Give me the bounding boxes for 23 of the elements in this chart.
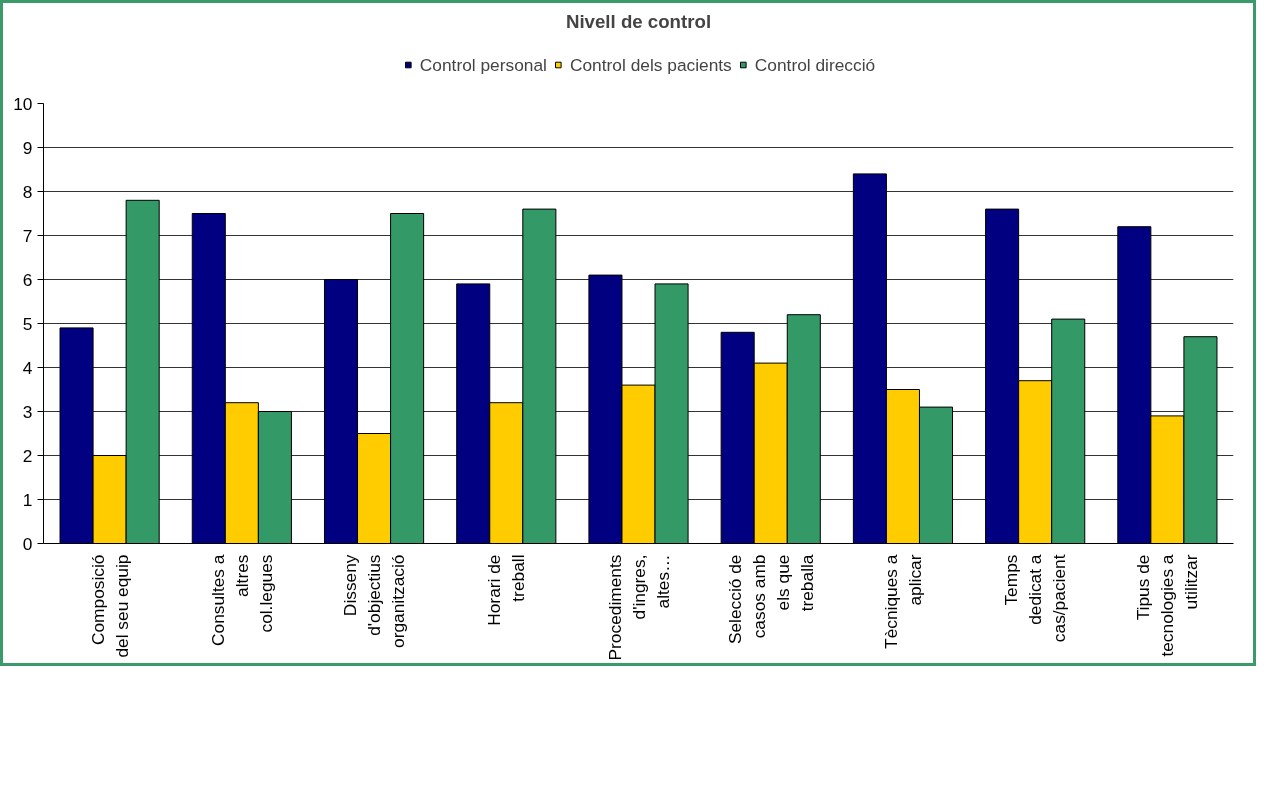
x-tick-label: Consultes a altres col.legues (207, 554, 276, 647)
legend-label: Control personal (419, 54, 547, 75)
y-tick-label: 8 (22, 181, 33, 202)
x-tick-label: Temps dedicat a cas/pacient (1001, 554, 1070, 643)
x-tick-label: Procediments d'ingres, altes… (604, 554, 673, 661)
y-tick-label: 9 (22, 137, 33, 158)
x-tick-label: Horari de treball (484, 554, 529, 626)
legend-label: Control dels pacients (569, 54, 732, 75)
y-tick-label: 6 (22, 269, 33, 290)
y-tick-label: 10 (13, 93, 33, 114)
x-tick-label: Composició del seu equip (87, 554, 132, 658)
y-tick-label: 0 (22, 533, 33, 554)
y-tick-label: 7 (22, 225, 33, 246)
x-tick-label: Tècniques a aplicar (880, 554, 925, 649)
x-tick-label: Tipus de tecnologies a utilitzar (1133, 554, 1202, 657)
legend-label: Control direcció (754, 54, 876, 75)
chart-title: Nivell de control (565, 10, 712, 32)
y-tick-label: 3 (22, 401, 33, 422)
y-tick-label: 4 (22, 357, 33, 378)
y-tick-label: 5 (22, 313, 33, 334)
y-tick-label: 2 (22, 445, 33, 466)
x-tick-label: Selecció de casos amb els que treballa (724, 554, 817, 645)
y-tick-label: 1 (22, 489, 33, 510)
